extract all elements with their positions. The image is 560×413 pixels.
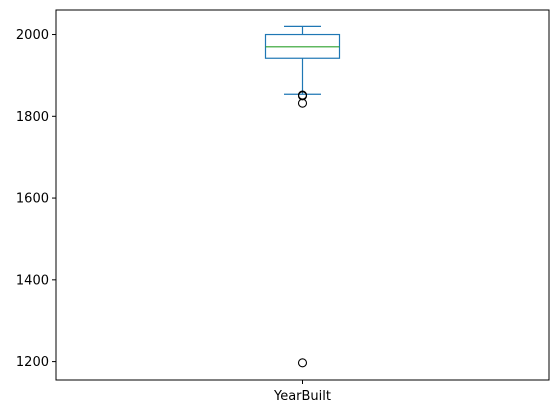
y-tick-label: 1200: [16, 355, 49, 370]
y-tick-label: 2000: [16, 28, 49, 43]
y-tick-label: 1400: [16, 273, 49, 288]
outlier-point: [297, 358, 308, 368]
y-tick-label: 1800: [16, 110, 49, 125]
plot-frame: [55, 9, 550, 381]
x-tick-label: YearBuilt: [273, 389, 331, 404]
x-axis: YearBuilt: [273, 380, 331, 404]
y-axis: 1200 1400 1600 1800 2000: [16, 28, 56, 370]
boxes-layer: [264, 25, 341, 368]
y-tick-label: 1600: [16, 192, 49, 207]
outlier-point: [297, 98, 308, 108]
